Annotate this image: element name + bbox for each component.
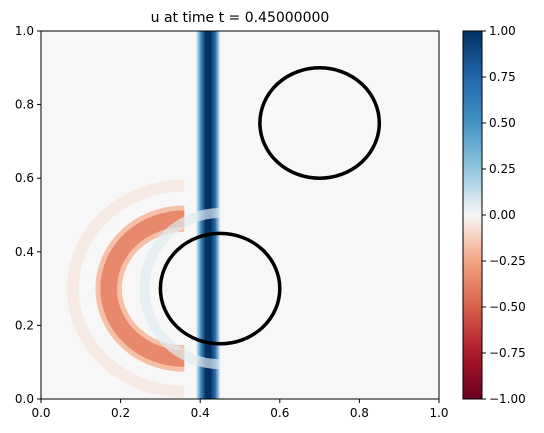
- colorbar-tick-label: 0.25: [489, 162, 516, 176]
- x-tick-label: 0.4: [191, 406, 210, 420]
- scattered-wave-arc: [100, 210, 185, 367]
- faint-wave-arc: [66, 179, 185, 398]
- colorbar-tick-label: −1.00: [489, 392, 526, 406]
- x-tick-label: 0.2: [111, 406, 130, 420]
- colorbar-tick-label: 0.75: [489, 70, 516, 84]
- y-tick-label: 0.8: [15, 98, 34, 112]
- reflection-halo: [139, 207, 221, 370]
- x-tick-label: 0.8: [350, 406, 369, 420]
- x-tick-label: 0.6: [270, 406, 289, 420]
- obstacle-circle: [258, 66, 382, 180]
- chart-title: u at time t = 0.45000000: [151, 10, 330, 26]
- colorbar-bar: [462, 30, 483, 400]
- x-tick-label: 1.0: [429, 406, 448, 420]
- colorbar-tick-label: 0.50: [489, 116, 516, 130]
- colorbar: 1.00 0.75 0.50 0.25 0.00 −0.25 −0.50 −0.75 −1.00: [462, 24, 526, 406]
- y-tick-label: 0.6: [15, 171, 34, 185]
- x-axis: 0.0 0.2 0.4 0.6 0.8 1.0: [31, 399, 449, 420]
- y-tick-label: 0.2: [15, 318, 34, 332]
- y-tick-label: 0.0: [15, 392, 34, 406]
- y-tick-label: 1.0: [15, 24, 34, 38]
- field-layer: [41, 31, 439, 399]
- colorbar-tick-label: 0.00: [489, 208, 516, 222]
- y-tick-label: 0.4: [15, 245, 34, 259]
- obstacle-circle: [158, 231, 282, 346]
- x-tick-label: 0.0: [31, 406, 50, 420]
- plot-area: [40, 30, 440, 400]
- y-axis: 0.0 0.2 0.4 0.6 0.8 1.0: [15, 24, 41, 406]
- plot-frame: [40, 30, 440, 400]
- colorbar-tick-label: −0.75: [489, 346, 526, 360]
- colorbar-tick-label: 1.00: [489, 24, 516, 38]
- colorbar-tick-label: −0.25: [489, 254, 526, 268]
- colorbar-tick-label: −0.50: [489, 300, 526, 314]
